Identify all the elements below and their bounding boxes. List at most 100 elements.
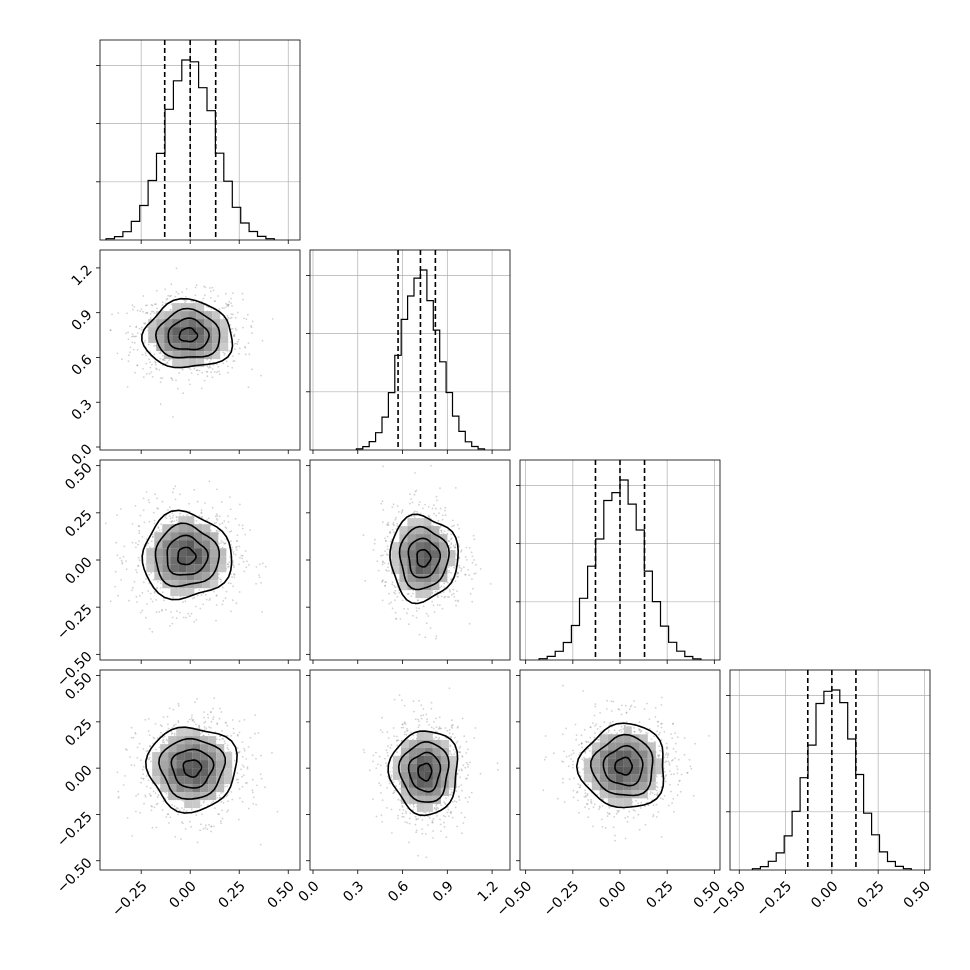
- sample-point: [389, 770, 391, 773]
- sample-point: [211, 368, 214, 370]
- sample-point: [166, 715, 169, 718]
- sample-point: [395, 618, 397, 620]
- sample-point: [138, 525, 141, 528]
- sample-point: [161, 500, 164, 503]
- sample-point: [391, 506, 394, 508]
- sample-point: [430, 701, 433, 704]
- sample-point: [153, 519, 156, 522]
- sample-point: [226, 304, 229, 307]
- sample-point: [139, 611, 142, 614]
- sample-point: [471, 555, 474, 557]
- sample-point: [167, 294, 170, 297]
- sample-point: [242, 298, 244, 301]
- sample-point: [243, 766, 245, 768]
- density-cell: [176, 760, 185, 769]
- density-cell: [154, 572, 163, 581]
- sample-point: [439, 604, 441, 606]
- sample-point: [191, 597, 194, 600]
- panel-frame: [99, 669, 301, 871]
- sample-point: [232, 585, 234, 588]
- sample-point: [139, 310, 142, 312]
- joint-panel-0-1: [96, 249, 301, 454]
- sample-point: [420, 704, 423, 707]
- sample-point: [148, 628, 151, 630]
- density-cell: [178, 548, 187, 557]
- sample-point: [135, 546, 137, 549]
- sample-point: [234, 553, 237, 556]
- sample-point: [196, 369, 199, 371]
- sample-point: [142, 748, 145, 750]
- density-cell: [210, 580, 219, 589]
- density-cell: [192, 792, 201, 801]
- density-cell: [216, 744, 225, 753]
- density-cell: [399, 550, 408, 559]
- density-cell: [194, 524, 203, 533]
- density-cell: [218, 564, 227, 573]
- density-cell: [178, 524, 187, 533]
- sample-point: [154, 363, 157, 366]
- sample-point: [159, 403, 162, 406]
- density-cell: [399, 558, 408, 567]
- sample-point: [445, 836, 448, 839]
- sample-point: [170, 521, 172, 523]
- sample-point: [135, 795, 138, 797]
- sample-point: [117, 790, 120, 793]
- sample-point: [212, 800, 215, 803]
- sample-point: [428, 515, 430, 518]
- sample-point: [404, 821, 407, 823]
- sample-point: [380, 773, 382, 776]
- sample-point: [441, 607, 444, 610]
- density-cell: [415, 566, 424, 575]
- sample-point: [169, 625, 171, 627]
- sample-point: [162, 359, 165, 361]
- sample-point: [196, 500, 199, 503]
- sample-point: [95, 501, 97, 503]
- sample-point: [233, 335, 235, 337]
- sample-point: [395, 617, 398, 620]
- sample-point: [395, 528, 398, 530]
- sample-point: [243, 747, 246, 750]
- sample-point: [241, 554, 244, 557]
- sample-point: [362, 534, 365, 537]
- sample-point: [223, 543, 226, 545]
- sample-point: [221, 307, 224, 309]
- contour-line-1: [407, 537, 442, 579]
- sample-point: [466, 559, 468, 561]
- sample-point: [144, 322, 146, 325]
- sample-point: [408, 502, 411, 505]
- sample-point: [201, 813, 203, 816]
- sample-point: [218, 813, 221, 816]
- sample-point: [391, 607, 394, 610]
- sample-point: [141, 768, 144, 771]
- sample-point: [415, 607, 418, 609]
- sample-point: [223, 307, 225, 309]
- sample-point: [109, 600, 112, 603]
- sample-point: [450, 546, 452, 549]
- sample-point: [391, 581, 394, 583]
- sample-point: [236, 772, 239, 774]
- sample-point: [149, 366, 152, 369]
- sample-point: [227, 521, 230, 523]
- sample-point: [442, 591, 445, 593]
- sample-point: [381, 580, 384, 582]
- sample-point: [386, 731, 389, 733]
- sample-point: [306, 790, 308, 792]
- sample-point: [229, 341, 232, 343]
- sample-point: [133, 580, 136, 583]
- sample-point: [451, 816, 454, 819]
- sample-point: [177, 704, 180, 707]
- density-cell: [204, 343, 213, 352]
- sample-point: [153, 353, 156, 356]
- sample-point: [450, 542, 453, 544]
- sample-point: [168, 515, 171, 517]
- density-cell: [148, 319, 157, 328]
- sample-point: [470, 551, 473, 554]
- sample-point: [408, 841, 410, 844]
- sample-point: [271, 318, 274, 320]
- sample-point: [242, 560, 245, 563]
- sample-point: [227, 303, 230, 306]
- sample-point: [449, 590, 451, 593]
- sample-point: [162, 739, 164, 742]
- sample-point: [238, 563, 240, 566]
